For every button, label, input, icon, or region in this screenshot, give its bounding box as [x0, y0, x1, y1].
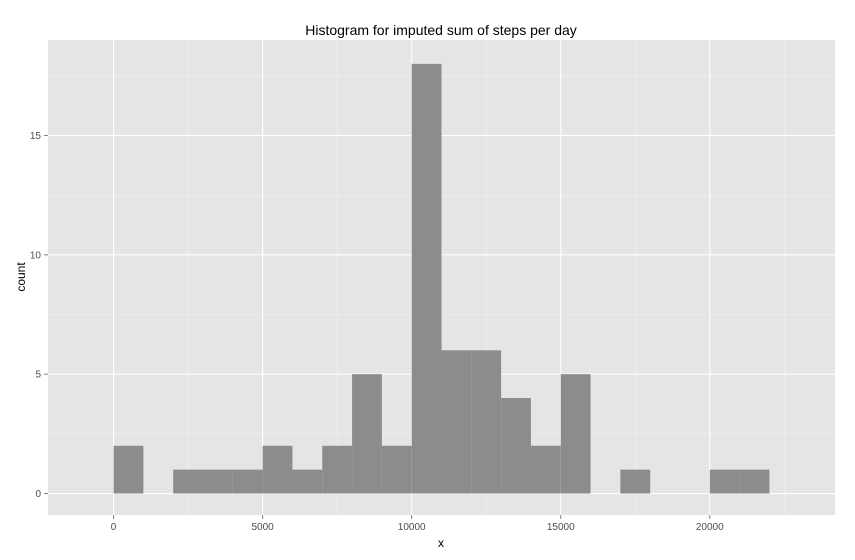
- histogram-bar: [471, 350, 502, 494]
- histogram-bar: [203, 469, 233, 494]
- histogram-bar: [501, 398, 531, 494]
- histogram-bar: [173, 469, 204, 494]
- y-tick-label: 15: [30, 131, 42, 142]
- histogram-bar: [352, 374, 382, 494]
- histogram-bars: [113, 63, 770, 494]
- histogram-bar: [620, 469, 651, 494]
- y-axis-title: count: [14, 262, 28, 292]
- histogram-bar: [262, 445, 293, 494]
- histogram-bar: [113, 445, 144, 494]
- histogram-bar: [560, 374, 591, 494]
- x-tick-label: 15000: [547, 522, 575, 533]
- y-tick-label: 10: [30, 250, 42, 261]
- histogram-bar: [232, 469, 263, 494]
- y-tick-labels: 0 5 10 15: [30, 131, 42, 500]
- x-tick-label: 5000: [252, 522, 275, 533]
- histogram-bar: [381, 445, 412, 494]
- chart-title: Histogram for imputed sum of steps per d…: [305, 22, 577, 38]
- histogram-bar: [441, 350, 472, 494]
- axis-ticks: [44, 134, 711, 519]
- x-axis-title: x: [438, 536, 444, 550]
- histogram-bar: [530, 445, 561, 494]
- histogram-bar: [411, 63, 442, 494]
- x-tick-label: 0: [111, 522, 117, 533]
- x-tick-labels: 0 5000 10000 15000 20000: [111, 522, 724, 533]
- histogram-bar: [739, 469, 770, 494]
- histogram-bar: [322, 445, 353, 494]
- x-tick-label: 10000: [398, 522, 426, 533]
- histogram-bar: [709, 469, 740, 494]
- y-tick-label: 0: [35, 489, 41, 500]
- histogram-bar: [292, 469, 323, 494]
- x-tick-label: 20000: [696, 522, 724, 533]
- y-tick-label: 5: [35, 370, 41, 381]
